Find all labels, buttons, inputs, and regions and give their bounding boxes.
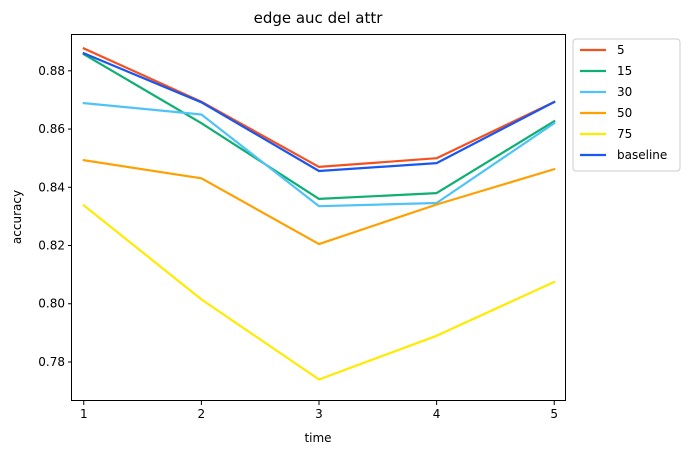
legend-label: baseline	[617, 148, 667, 162]
series-line-4	[82, 203, 556, 381]
x-axis-label: time	[304, 431, 331, 445]
series-line-0	[82, 46, 556, 168]
series-line-3	[82, 158, 556, 246]
y-tick-label: 0.80	[38, 297, 65, 311]
y-tick-label: 0.82	[38, 239, 65, 253]
legend-label: 30	[617, 85, 632, 99]
y-tick-label: 0.88	[38, 64, 65, 78]
x-tick-label: 4	[433, 407, 441, 421]
legend-label: 50	[617, 106, 632, 120]
series-line-5	[82, 51, 556, 173]
x-tick-label: 2	[198, 407, 206, 421]
series-line-2	[82, 101, 556, 208]
legend-label: 5	[617, 43, 625, 57]
series-line-1	[82, 52, 556, 200]
y-tick-label: 0.84	[38, 180, 65, 194]
plot-frame	[71, 34, 566, 401]
legend-label: 15	[617, 64, 632, 78]
x-tick-label: 5	[550, 407, 558, 421]
legend-label: 75	[617, 127, 632, 141]
x-tick-label: 1	[80, 407, 88, 421]
x-tick-label: 3	[315, 407, 323, 421]
legend: 5 15 30 50 75 baseline	[572, 38, 681, 172]
y-tick-label: 0.78	[38, 355, 65, 369]
y-axis-ticks: 0.78 0.80 0.82 0.84 0.86 0.88	[38, 64, 72, 369]
y-tick-label: 0.86	[38, 122, 65, 136]
y-axis-label: accuracy	[10, 190, 24, 244]
plot-lines	[82, 46, 556, 381]
chart-title: edge auc del attr	[254, 9, 384, 27]
x-axis-ticks: 1 2 3 4 5	[80, 401, 558, 421]
